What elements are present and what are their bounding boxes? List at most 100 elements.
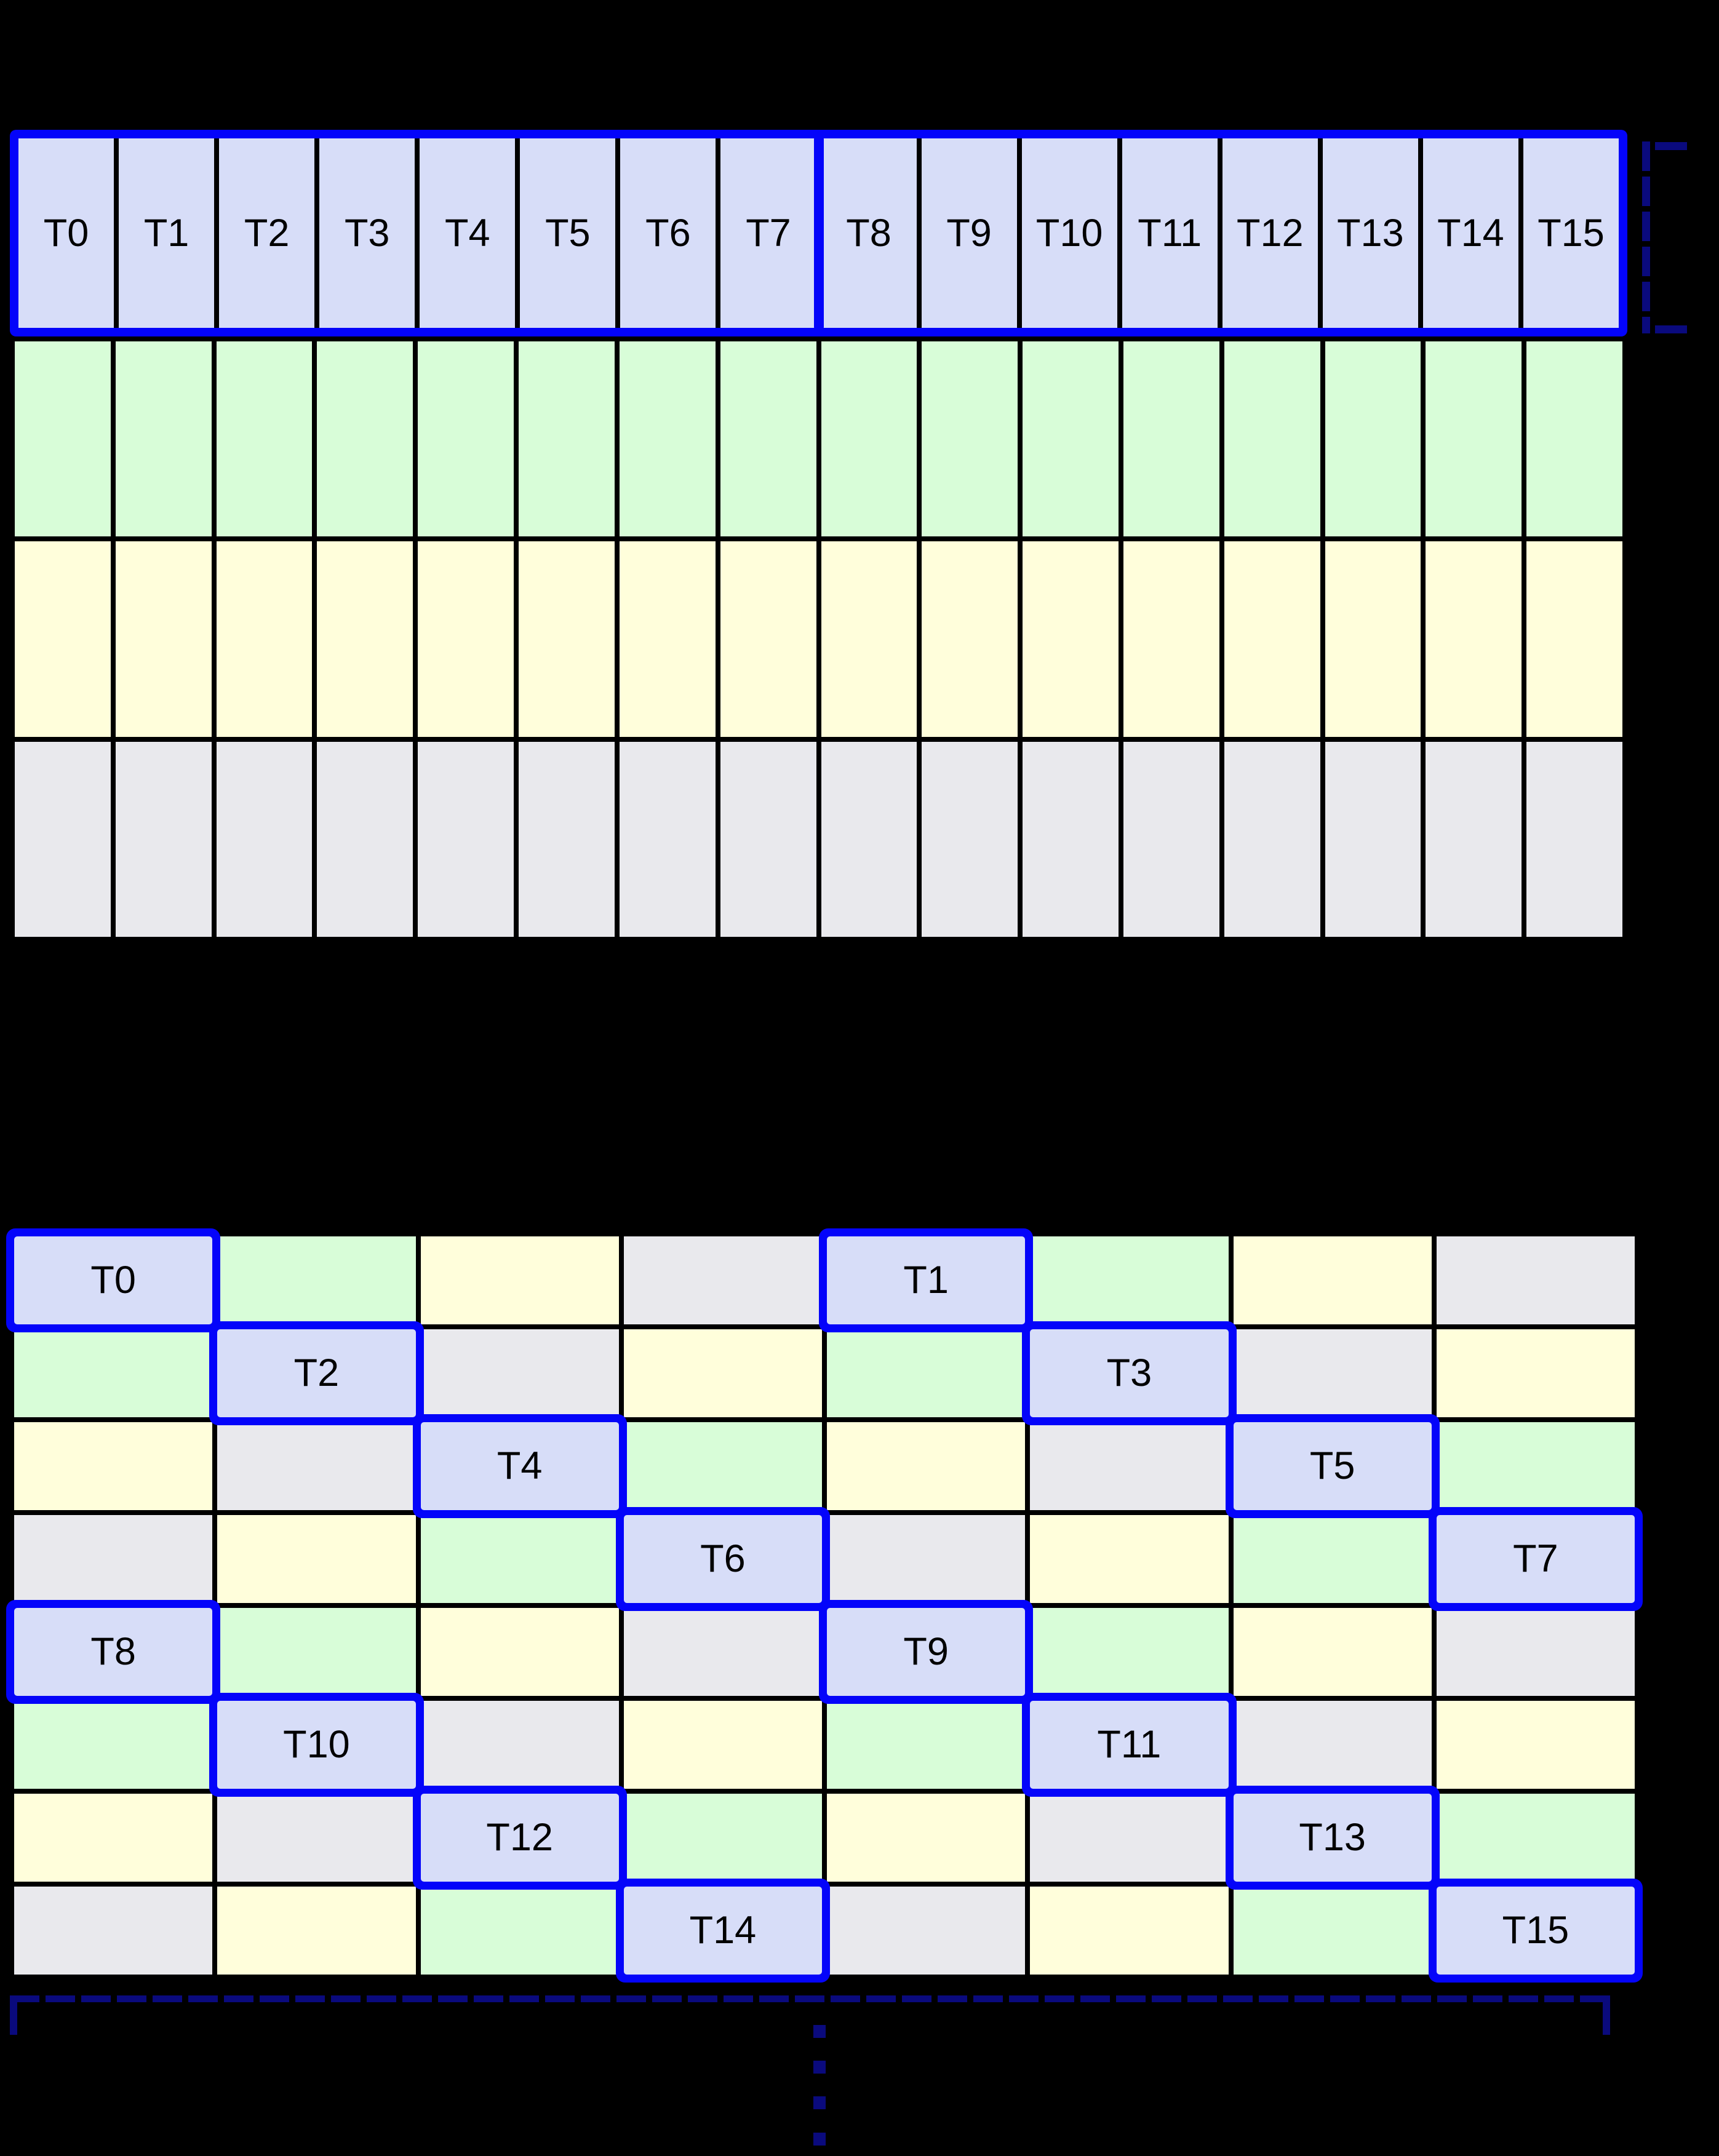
thread-cell: T2 bbox=[219, 138, 315, 328]
memory-cell bbox=[827, 1515, 1026, 1603]
thread-label: T6 bbox=[645, 211, 691, 255]
memory-cell bbox=[1426, 341, 1522, 537]
memory-cell bbox=[623, 1236, 822, 1324]
thread-cell: T6 bbox=[623, 1515, 822, 1603]
thread-label: T1 bbox=[143, 211, 189, 255]
memory-cell bbox=[922, 341, 1018, 537]
memory-cell bbox=[1233, 1329, 1432, 1417]
memory-cell bbox=[1123, 341, 1219, 537]
memory-cell bbox=[623, 1701, 822, 1789]
memory-cell bbox=[827, 1701, 1026, 1789]
thread-cell: T8 bbox=[14, 1608, 213, 1696]
thread-label: T5 bbox=[545, 211, 591, 255]
thread-cell: T11 bbox=[1030, 1701, 1229, 1789]
thread-cell: T1 bbox=[827, 1236, 1026, 1324]
thread-label: T4 bbox=[497, 1444, 543, 1487]
memory-cell bbox=[216, 341, 313, 537]
thread-label: T11 bbox=[1138, 211, 1202, 255]
thread-cell: T10 bbox=[217, 1701, 416, 1789]
memory-cell bbox=[115, 341, 212, 537]
thread-label: T2 bbox=[244, 211, 290, 255]
bracket-vertical-dashed-line bbox=[1642, 141, 1650, 333]
memory-cell bbox=[720, 541, 816, 737]
thread-label: T0 bbox=[90, 1259, 136, 1302]
memory-cell bbox=[420, 1887, 619, 1975]
memory-cell bbox=[14, 1329, 213, 1417]
memory-cell bbox=[1233, 1701, 1432, 1789]
memory-cell bbox=[1426, 541, 1522, 737]
thread-cell: T6 bbox=[620, 138, 716, 328]
memory-cell bbox=[115, 541, 212, 737]
thread-label: T12 bbox=[486, 1816, 553, 1859]
thread-cell: T11 bbox=[1122, 138, 1218, 328]
top-grid-body-rows bbox=[10, 336, 1627, 942]
memory-cell bbox=[317, 741, 413, 937]
memory-cell bbox=[1030, 1794, 1229, 1882]
memory-cell bbox=[1436, 1236, 1635, 1324]
thread-label: T3 bbox=[344, 211, 390, 255]
thread-label: T13 bbox=[1337, 211, 1404, 255]
memory-cell bbox=[519, 341, 615, 537]
bracket-left-tick bbox=[10, 1995, 17, 2035]
memory-cell bbox=[14, 1515, 213, 1603]
thread-label: T14 bbox=[689, 1909, 757, 1952]
thread-label: T1 bbox=[903, 1259, 949, 1302]
thread-cell: T13 bbox=[1322, 138, 1418, 328]
memory-cell bbox=[821, 341, 917, 537]
memory-cell bbox=[420, 1608, 619, 1696]
thread-label: T9 bbox=[946, 211, 992, 255]
memory-cell bbox=[720, 341, 816, 537]
memory-cell bbox=[1526, 741, 1622, 937]
memory-cell bbox=[821, 741, 917, 937]
thread-cell: T14 bbox=[623, 1887, 822, 1975]
memory-cell bbox=[420, 1236, 619, 1324]
ellipsis-dash bbox=[813, 2096, 826, 2109]
memory-cell bbox=[519, 741, 615, 937]
memory-cell bbox=[1023, 541, 1119, 737]
thread-cell: T12 bbox=[420, 1794, 619, 1882]
thread-cell: T9 bbox=[827, 1608, 1026, 1696]
memory-cell bbox=[217, 1236, 416, 1324]
memory-cell bbox=[623, 1422, 822, 1510]
thread-cell: T14 bbox=[1422, 138, 1518, 328]
memory-cell bbox=[1233, 1515, 1432, 1603]
memory-cell bbox=[827, 1887, 1026, 1975]
memory-cell bbox=[827, 1794, 1026, 1882]
memory-cell bbox=[623, 1608, 822, 1696]
memory-cell bbox=[1426, 741, 1522, 937]
memory-cell bbox=[216, 541, 313, 737]
thread-cell: T7 bbox=[720, 138, 816, 328]
thread-cell: T4 bbox=[420, 1422, 619, 1510]
memory-cell bbox=[14, 1701, 213, 1789]
memory-cell bbox=[217, 1515, 416, 1603]
memory-cell bbox=[216, 741, 313, 937]
bottom-swizzled-grid: T0 T1 T2 T3 T4 T5 T6 T7 T8 T9 T10 T11 T12 T13 T14 T15 bbox=[9, 1231, 1640, 1979]
memory-cell bbox=[115, 741, 212, 937]
thread-label: T15 bbox=[1538, 211, 1605, 255]
thread-label: T14 bbox=[1437, 211, 1504, 255]
memory-cell bbox=[922, 541, 1018, 737]
memory-cell bbox=[1436, 1701, 1635, 1789]
memory-cell bbox=[217, 1794, 416, 1882]
thread-cell: T0 bbox=[18, 138, 114, 328]
memory-cell bbox=[418, 541, 514, 737]
thread-label: T11 bbox=[1097, 1723, 1162, 1766]
memory-cell bbox=[1325, 541, 1421, 737]
ellipsis-dash bbox=[813, 2061, 826, 2074]
memory-cell bbox=[1030, 1236, 1229, 1324]
thread-label: T8 bbox=[846, 211, 891, 255]
thread-cell: T8 bbox=[821, 138, 917, 328]
memory-cell bbox=[418, 741, 514, 937]
memory-cell bbox=[1224, 341, 1320, 537]
memory-cell bbox=[827, 1329, 1026, 1417]
memory-cell bbox=[720, 741, 816, 937]
bracket-horizontal-dashed-line bbox=[10, 1995, 1610, 2002]
memory-cell bbox=[420, 1515, 619, 1603]
thread-cell: T15 bbox=[1523, 138, 1619, 328]
memory-cell bbox=[14, 1887, 213, 1975]
memory-cell bbox=[420, 1329, 619, 1417]
memory-cell bbox=[1123, 741, 1219, 937]
memory-cell bbox=[15, 541, 111, 737]
thread-label: T3 bbox=[1106, 1351, 1152, 1394]
